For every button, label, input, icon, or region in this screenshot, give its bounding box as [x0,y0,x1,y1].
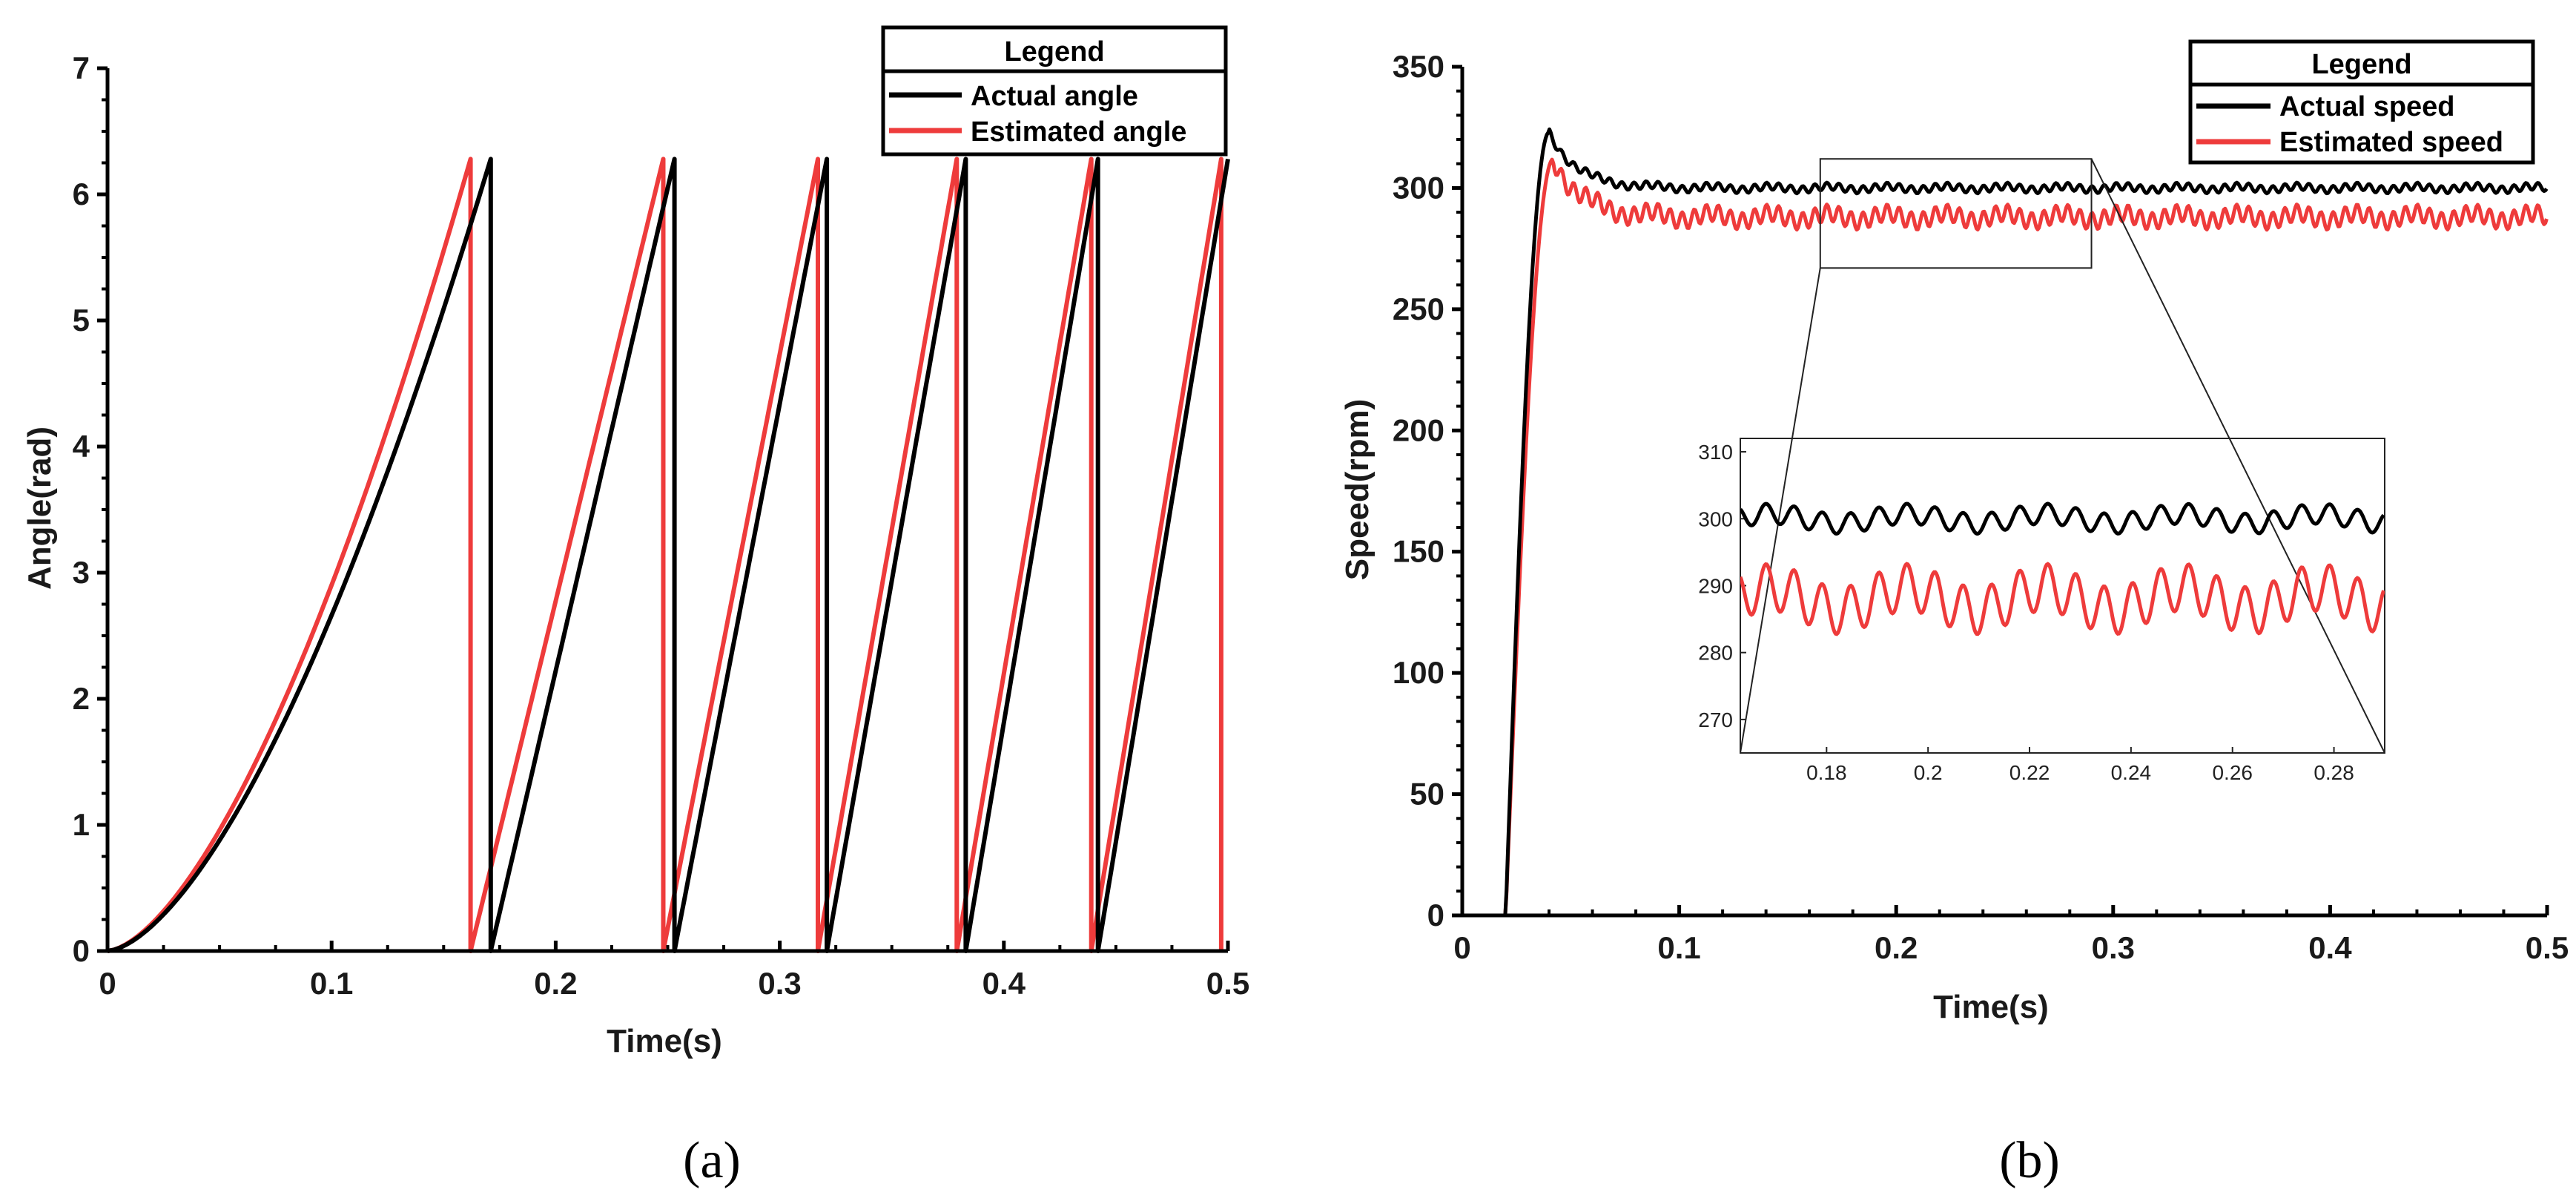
chart-b-legend-title: Legend [2311,49,2411,80]
chart-b-y-tick-label: 200 [1393,412,1444,447]
chart-b-inset-x-tick-label: 0.18 [1806,761,1847,784]
chart-b-legend: Legend Actual speed Estimated speed [2188,39,2535,165]
chart-b-inset-y-tick-label: 290 [1698,574,1733,597]
chart-b-series-estimated-speed [1462,157,2549,918]
chart-b-zoom-indicator [1740,158,2385,754]
chart-a-series-estimated-angle [107,157,1223,953]
chart-b-y-tick-label: 300 [1393,170,1444,205]
chart-b-y-tick-label: 50 [1410,777,1444,812]
chart-b-x-axis-title: Time(s) [1933,989,2049,1025]
chart-b-inset-x-tick-label: 0.28 [2314,761,2354,784]
chart-b-inset-x-tick-label: 0.24 [2111,761,2152,784]
chart-a-series-actual-angle [107,157,1230,953]
chart-b-inset-x-tick-label: 0.2 [1914,761,1943,784]
chart-b-inset-y-tick-label: 270 [1698,708,1733,731]
chart-b-zoom-connector [2090,158,2385,754]
chart-b-inset-frame [1740,438,2385,754]
chart-a: 0 0.1 0.2 0.3 0.4 0.5 0 1 2 3 4 5 6 7 Time(s) Angle(r… [22,25,1250,1059]
chart-b-x-tick-label: 0.4 [2308,930,2352,965]
chart-b-inset-y-tick-label: 300 [1698,507,1733,530]
chart-b-y-tick-label: 150 [1393,534,1444,569]
chart-a-axes: 0 0.1 0.2 0.3 0.4 0.5 0 1 2 3 4 5 6 7 [73,50,1250,1001]
chart-a-x-tick-label: 0.3 [758,966,801,1001]
chart-a-y-tick-label: 6 [73,177,90,211]
figure-label-b: (b) [1999,1132,2060,1189]
chart-b-x-tick-label: 0.2 [1875,930,1918,965]
chart-b-zoom-connector [1740,268,1821,754]
chart-a-y-tick-label: 1 [73,807,90,842]
chart-a-x-tick-label: 0.2 [534,966,577,1001]
chart-b-x-tick-label: 0.3 [2092,930,2135,965]
chart-b-x-tick-label: 0 [1453,930,1470,965]
chart-a-x-tick-label: 0.1 [310,966,353,1001]
chart-b-inset: 0.18 0.2 0.22 0.24 0.26 0.28 270 280 290 300 310 [1698,438,2385,784]
figure-label-a: (a) [683,1132,741,1189]
chart-b-series-actual-speed [1462,127,2549,918]
chart-a-legend: Legend Actual angle Estimated angle [881,25,1228,157]
chart-b-y-tick-label: 100 [1393,655,1444,690]
chart-b-zoom-rect [1819,158,2093,269]
chart-a-legend-entry-estimated: Estimated angle [971,116,1186,148]
chart-a-y-axis-title: Angle(rad) [22,427,58,590]
chart-b-inset-x-tick-label: 0.22 [2009,761,2050,784]
chart-a-x-tick-label: 0 [99,966,116,1001]
chart-a-x-tick-label: 0.5 [1206,966,1249,1001]
chart-b: 0 0.1 0.2 0.3 0.4 0.5 0 50 100 150 200 250 300 350 0.… [1339,39,2569,1025]
chart-b-inset-series-estimated-speed [1740,562,2385,636]
chart-b-axes: 0 0.1 0.2 0.3 0.4 0.5 0 50 100 150 200 250 300 350 [1393,49,2569,965]
chart-b-x-tick-label: 0.1 [1657,930,1700,965]
chart-a-y-tick-label: 2 [73,681,90,716]
chart-b-inset-y-tick-label: 280 [1698,642,1733,665]
chart-b-inset-y-tick-label: 310 [1698,441,1733,464]
chart-a-y-tick-label: 4 [73,429,90,464]
chart-a-y-tick-label: 7 [73,50,90,85]
chart-b-legend-entry-actual: Actual speed [2279,91,2455,122]
chart-b-inset-x-tick-label: 0.26 [2212,761,2253,784]
chart-b-inset-series-actual-speed [1740,501,2385,536]
chart-a-legend-title: Legend [1004,36,1104,68]
chart-b-y-axis-title: Speed(rpm) [1339,399,1375,580]
chart-a-y-tick-label: 0 [73,933,90,968]
chart-b-series [1462,127,2549,918]
chart-a-y-tick-label: 5 [73,303,90,338]
chart-a-x-axis-title: Time(s) [607,1023,722,1059]
chart-a-y-tick-label: 3 [73,555,90,590]
chart-b-y-tick-label: 250 [1393,292,1444,326]
chart-b-y-tick-label: 0 [1427,898,1444,932]
chart-b-x-tick-label: 0.5 [2526,930,2569,965]
chart-b-legend-entry-estimated: Estimated speed [2279,127,2503,158]
chart-b-y-tick-label: 350 [1393,49,1444,84]
chart-a-legend-entry-actual: Actual angle [971,81,1138,112]
chart-a-x-tick-label: 0.4 [982,966,1026,1001]
chart-a-series [107,157,1230,953]
